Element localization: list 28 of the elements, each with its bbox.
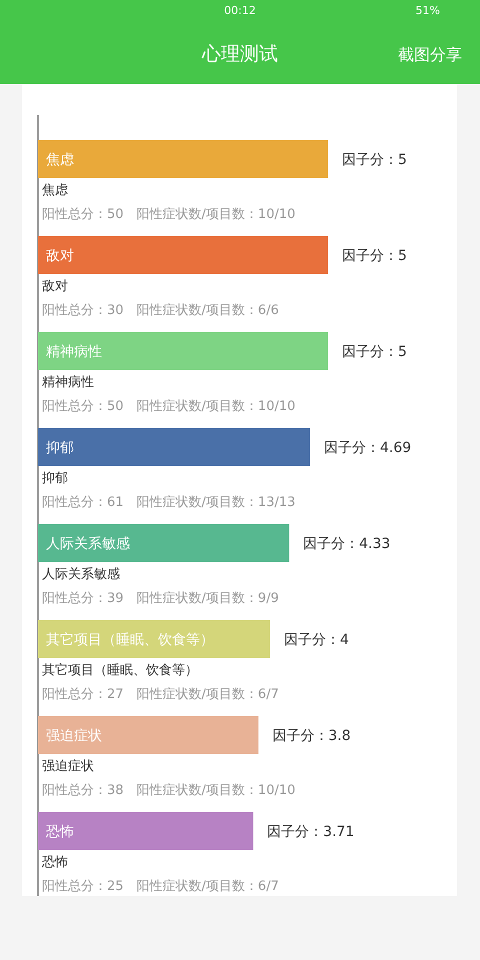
y-tick-label: 焦虑: [46, 152, 74, 168]
data-label: 因子分：5: [342, 344, 407, 360]
data-label: 因子分：4.33: [303, 536, 390, 552]
annotation: 阳性总分：38 阳性症状数/项目数：10/10: [42, 783, 296, 798]
y-tick-label: 人际关系敏感: [46, 536, 130, 552]
data-label: 因子分：3.8: [272, 728, 351, 744]
annotation: 阳性总分：39 阳性症状数/项目数：9/9: [42, 591, 279, 606]
text: 截图分享: [398, 45, 462, 64]
y-tick-label: 精神病性: [46, 344, 102, 360]
y-tick-label: 恐怖: [45, 824, 74, 840]
annotation: 阳性总分：25 阳性症状数/项目数：6/7: [42, 879, 279, 894]
data-label: 因子分：5: [342, 248, 407, 264]
title: 心理测试: [202, 43, 278, 65]
data-label: 因子分：3.71: [267, 824, 354, 840]
y-tick-label: 强迫症状: [46, 728, 102, 744]
annotation: 阳性总分：50 阳性症状数/项目数：10/10: [42, 207, 296, 222]
text: 51%: [416, 4, 440, 17]
data-label: 因子分：4: [284, 632, 349, 648]
text: 00:12: [224, 4, 256, 17]
y-tick-label: 其它项目（睡眠、饮食等）: [46, 632, 214, 648]
data-label: 因子分：4.69: [324, 440, 412, 456]
annotation: 阳性总分：27 阳性症状数/项目数：6/7: [42, 687, 279, 702]
y-tick-label: 抑郁: [46, 440, 74, 456]
annotation: 阳性总分：50 阳性症状数/项目数：10/10: [42, 399, 296, 414]
annotation: 阳性总分：61 阳性症状数/项目数：13/13: [42, 495, 296, 510]
data-label: 因子分：5: [342, 152, 407, 168]
annotation: 阳性总分：30 阳性症状数/项目数：6/6: [42, 303, 279, 318]
y-tick-label: 敌对: [46, 248, 74, 264]
